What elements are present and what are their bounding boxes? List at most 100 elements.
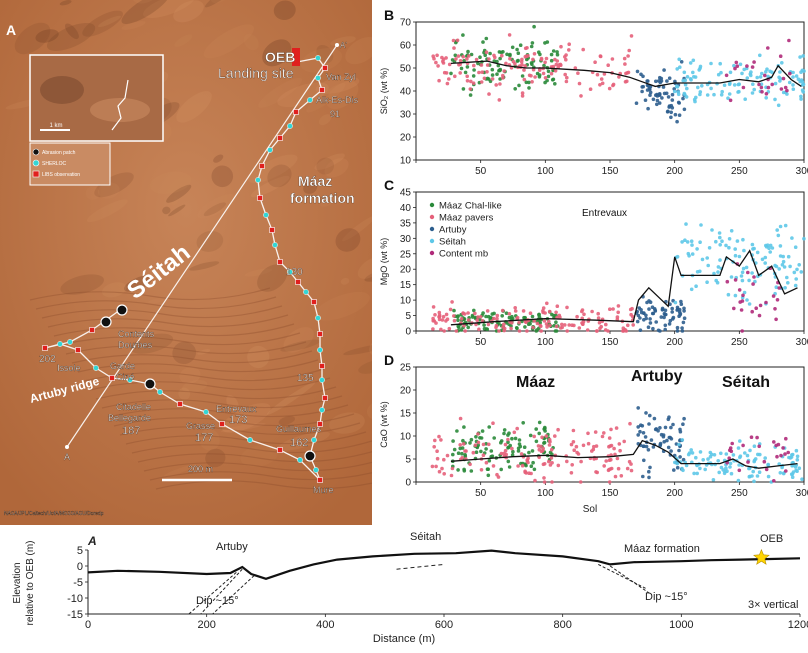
data-point-m-az-pavers xyxy=(609,427,613,432)
data-point-artuby xyxy=(642,458,646,463)
data-point-m-az-chal-like xyxy=(555,52,560,57)
data-point-s-itah xyxy=(748,448,752,453)
terrain-texture xyxy=(172,341,197,365)
x-tick-label: 300 xyxy=(796,337,808,348)
data-point-s-itah xyxy=(698,269,702,274)
data-point-m-az-pavers xyxy=(598,326,602,331)
data-point-m-az-pavers xyxy=(447,326,452,331)
data-point-artuby xyxy=(670,92,675,97)
data-point-s-itah xyxy=(777,267,781,271)
data-point-m-az-chal-like xyxy=(505,321,509,325)
data-point-content-mb xyxy=(777,286,781,290)
terrain-texture xyxy=(199,429,220,451)
data-point-s-itah xyxy=(736,446,741,450)
data-point-s-itah xyxy=(675,254,680,259)
x-tick-label: 400 xyxy=(316,619,334,631)
data-point-m-az-chal-like xyxy=(460,451,464,456)
data-point-s-itah xyxy=(766,462,770,467)
data-point-m-az-pavers xyxy=(608,307,612,312)
data-point-artuby xyxy=(668,318,673,323)
plot-frame xyxy=(415,21,805,161)
data-point-s-itah xyxy=(709,452,714,457)
data-point-s-itah xyxy=(719,93,724,97)
data-point-m-az-pavers xyxy=(565,459,569,464)
data-point-m-az-pavers xyxy=(515,315,520,320)
data-point-m-az-pavers xyxy=(553,434,557,438)
data-point-m-az-pavers xyxy=(545,325,549,329)
data-point-content-mb xyxy=(746,460,750,464)
data-point-s-itah xyxy=(760,71,764,76)
data-point-s-itah xyxy=(726,292,731,297)
terrain-texture xyxy=(168,204,186,217)
data-point-artuby xyxy=(661,307,665,312)
data-point-m-az-chal-like xyxy=(538,52,542,57)
data-point-s-itah xyxy=(745,76,750,80)
libs-marker xyxy=(277,447,283,453)
libs-marker xyxy=(322,395,328,401)
map-label-n91: 91 xyxy=(330,109,340,119)
data-point-m-az-pavers xyxy=(448,307,453,312)
data-point-m-az-pavers xyxy=(555,304,560,309)
data-point-m-az-pavers xyxy=(495,313,500,318)
data-point-s-itah xyxy=(798,55,802,59)
terrain-texture xyxy=(166,184,192,203)
data-point-s-itah xyxy=(737,254,742,259)
data-point-m-az-pavers xyxy=(520,91,525,95)
data-point-artuby xyxy=(643,435,648,439)
data-point-m-az-pavers xyxy=(582,312,586,317)
data-point-m-az-pavers xyxy=(567,323,571,327)
data-point-s-itah xyxy=(775,228,779,232)
data-point-m-az-chal-like xyxy=(537,73,542,77)
data-point-m-az-pavers xyxy=(588,87,593,91)
data-point-s-itah xyxy=(684,222,688,226)
data-point-m-az-pavers xyxy=(570,323,574,328)
data-point-m-az-pavers xyxy=(466,318,471,322)
map-label-citadelle: Citadelle xyxy=(116,402,151,412)
data-point-m-az-pavers xyxy=(628,307,633,312)
data-point-artuby xyxy=(679,299,683,304)
data-point-m-az-pavers xyxy=(453,74,457,79)
data-point-s-itah xyxy=(689,448,693,452)
data-point-content-mb xyxy=(733,66,737,71)
data-point-s-itah xyxy=(738,454,743,459)
data-point-content-mb xyxy=(745,64,749,68)
data-point-artuby xyxy=(648,300,653,305)
data-point-m-az-pavers xyxy=(463,449,467,453)
transect-end-a-prime xyxy=(335,43,339,47)
data-point-s-itah xyxy=(780,465,784,470)
data-point-s-itah xyxy=(716,265,721,269)
data-point-m-az-pavers xyxy=(440,55,444,60)
data-point-m-az-pavers xyxy=(602,72,607,76)
y-axis-label-line1: Elevation xyxy=(12,562,23,603)
data-point-m-az-pavers xyxy=(572,448,576,453)
dune-ridge xyxy=(77,359,319,373)
data-point-m-az-pavers xyxy=(431,305,436,309)
legend-marker xyxy=(429,226,435,232)
sherloc-marker xyxy=(307,97,313,103)
data-point-m-az-pavers xyxy=(533,478,537,483)
data-point-s-itah xyxy=(743,451,747,455)
data-point-s-itah xyxy=(673,300,678,305)
data-point-s-itah xyxy=(726,96,730,100)
data-point-m-az-pavers xyxy=(485,63,490,67)
data-point-s-itah xyxy=(698,450,703,454)
y-tick-label: 40 xyxy=(400,87,412,98)
terrain-texture xyxy=(244,268,273,277)
data-point-m-az-chal-like xyxy=(532,24,536,29)
data-point-s-itah xyxy=(758,75,763,79)
data-point-s-itah xyxy=(764,243,768,248)
data-point-m-az-pavers xyxy=(476,440,481,445)
data-point-m-az-pavers xyxy=(537,68,542,72)
data-point-artuby xyxy=(679,60,684,64)
data-point-artuby xyxy=(677,310,682,315)
dune-ridge xyxy=(65,341,307,355)
data-point-m-az-pavers xyxy=(497,98,502,102)
data-point-m-az-pavers xyxy=(484,460,489,465)
data-point-m-az-chal-like xyxy=(551,77,556,82)
data-point-s-itah xyxy=(718,258,722,262)
dip-line xyxy=(200,568,243,615)
data-point-s-itah xyxy=(736,478,741,483)
sherloc-marker xyxy=(313,467,319,473)
data-point-s-itah xyxy=(689,239,694,243)
data-point-s-itah xyxy=(710,228,714,232)
